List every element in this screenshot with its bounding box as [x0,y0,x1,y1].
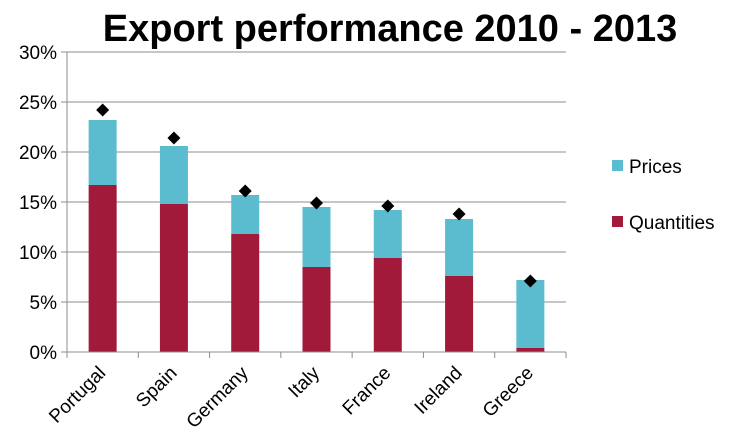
markers [96,103,537,288]
legend: Prices Quantities [612,157,715,234]
x-tick-label: Portugal [45,363,110,428]
bar-prices-spain [159,146,188,204]
x-tick-label: Ireland [411,363,467,419]
marker-spain [167,131,181,145]
x-tick-label: Greece [479,363,538,422]
bar-prices-germany [231,195,260,234]
bar-quantities-italy [302,267,331,352]
legend-label-prices: Prices [629,157,682,178]
marker-portugal [96,103,110,117]
y-axis: 0% 5% 10% 15% 20% 25% 30% [19,43,68,364]
y-tick-label: 20% [19,143,57,164]
bar-quantities-greece [516,348,545,352]
y-tick-label: 5% [30,293,58,314]
bar-prices-portugal [88,120,117,185]
x-tick-label: Italy [285,362,325,402]
marker-france [381,199,395,213]
y-tick-label: 25% [19,93,57,114]
bar-prices-france [373,210,402,258]
legend-swatch-prices [612,160,623,171]
y-tick-label: 0% [30,343,58,364]
y-tick-label: 10% [19,243,57,264]
marker-italy [310,196,323,210]
y-tick-label: 15% [19,193,57,214]
y-tick-label: 30% [19,43,57,64]
legend-swatch-quantities [612,216,623,227]
marker-germany [238,184,252,198]
bar-quantities-ireland [445,276,474,352]
bar-prices-greece [516,280,545,348]
bar-quantities-spain [159,204,188,352]
bar-quantities-portugal [88,185,117,352]
x-tick-label: Spain [132,363,181,412]
x-tick-label: France [339,363,396,420]
bar-quantities-france [373,258,402,352]
legend-label-quantities: Quantities [629,213,715,234]
bar-quantities-germany [231,234,260,352]
chart-title: Export performance 2010 - 2013 [102,8,678,50]
x-tick-label: Germany [183,362,253,432]
marker-greece [523,274,537,288]
bars [88,120,545,352]
bar-prices-ireland [445,219,474,276]
x-axis: Portugal Spain Germany Italy France Ireland Gr… [45,351,567,433]
marker-ireland [452,207,466,221]
bar-prices-italy [302,207,331,267]
